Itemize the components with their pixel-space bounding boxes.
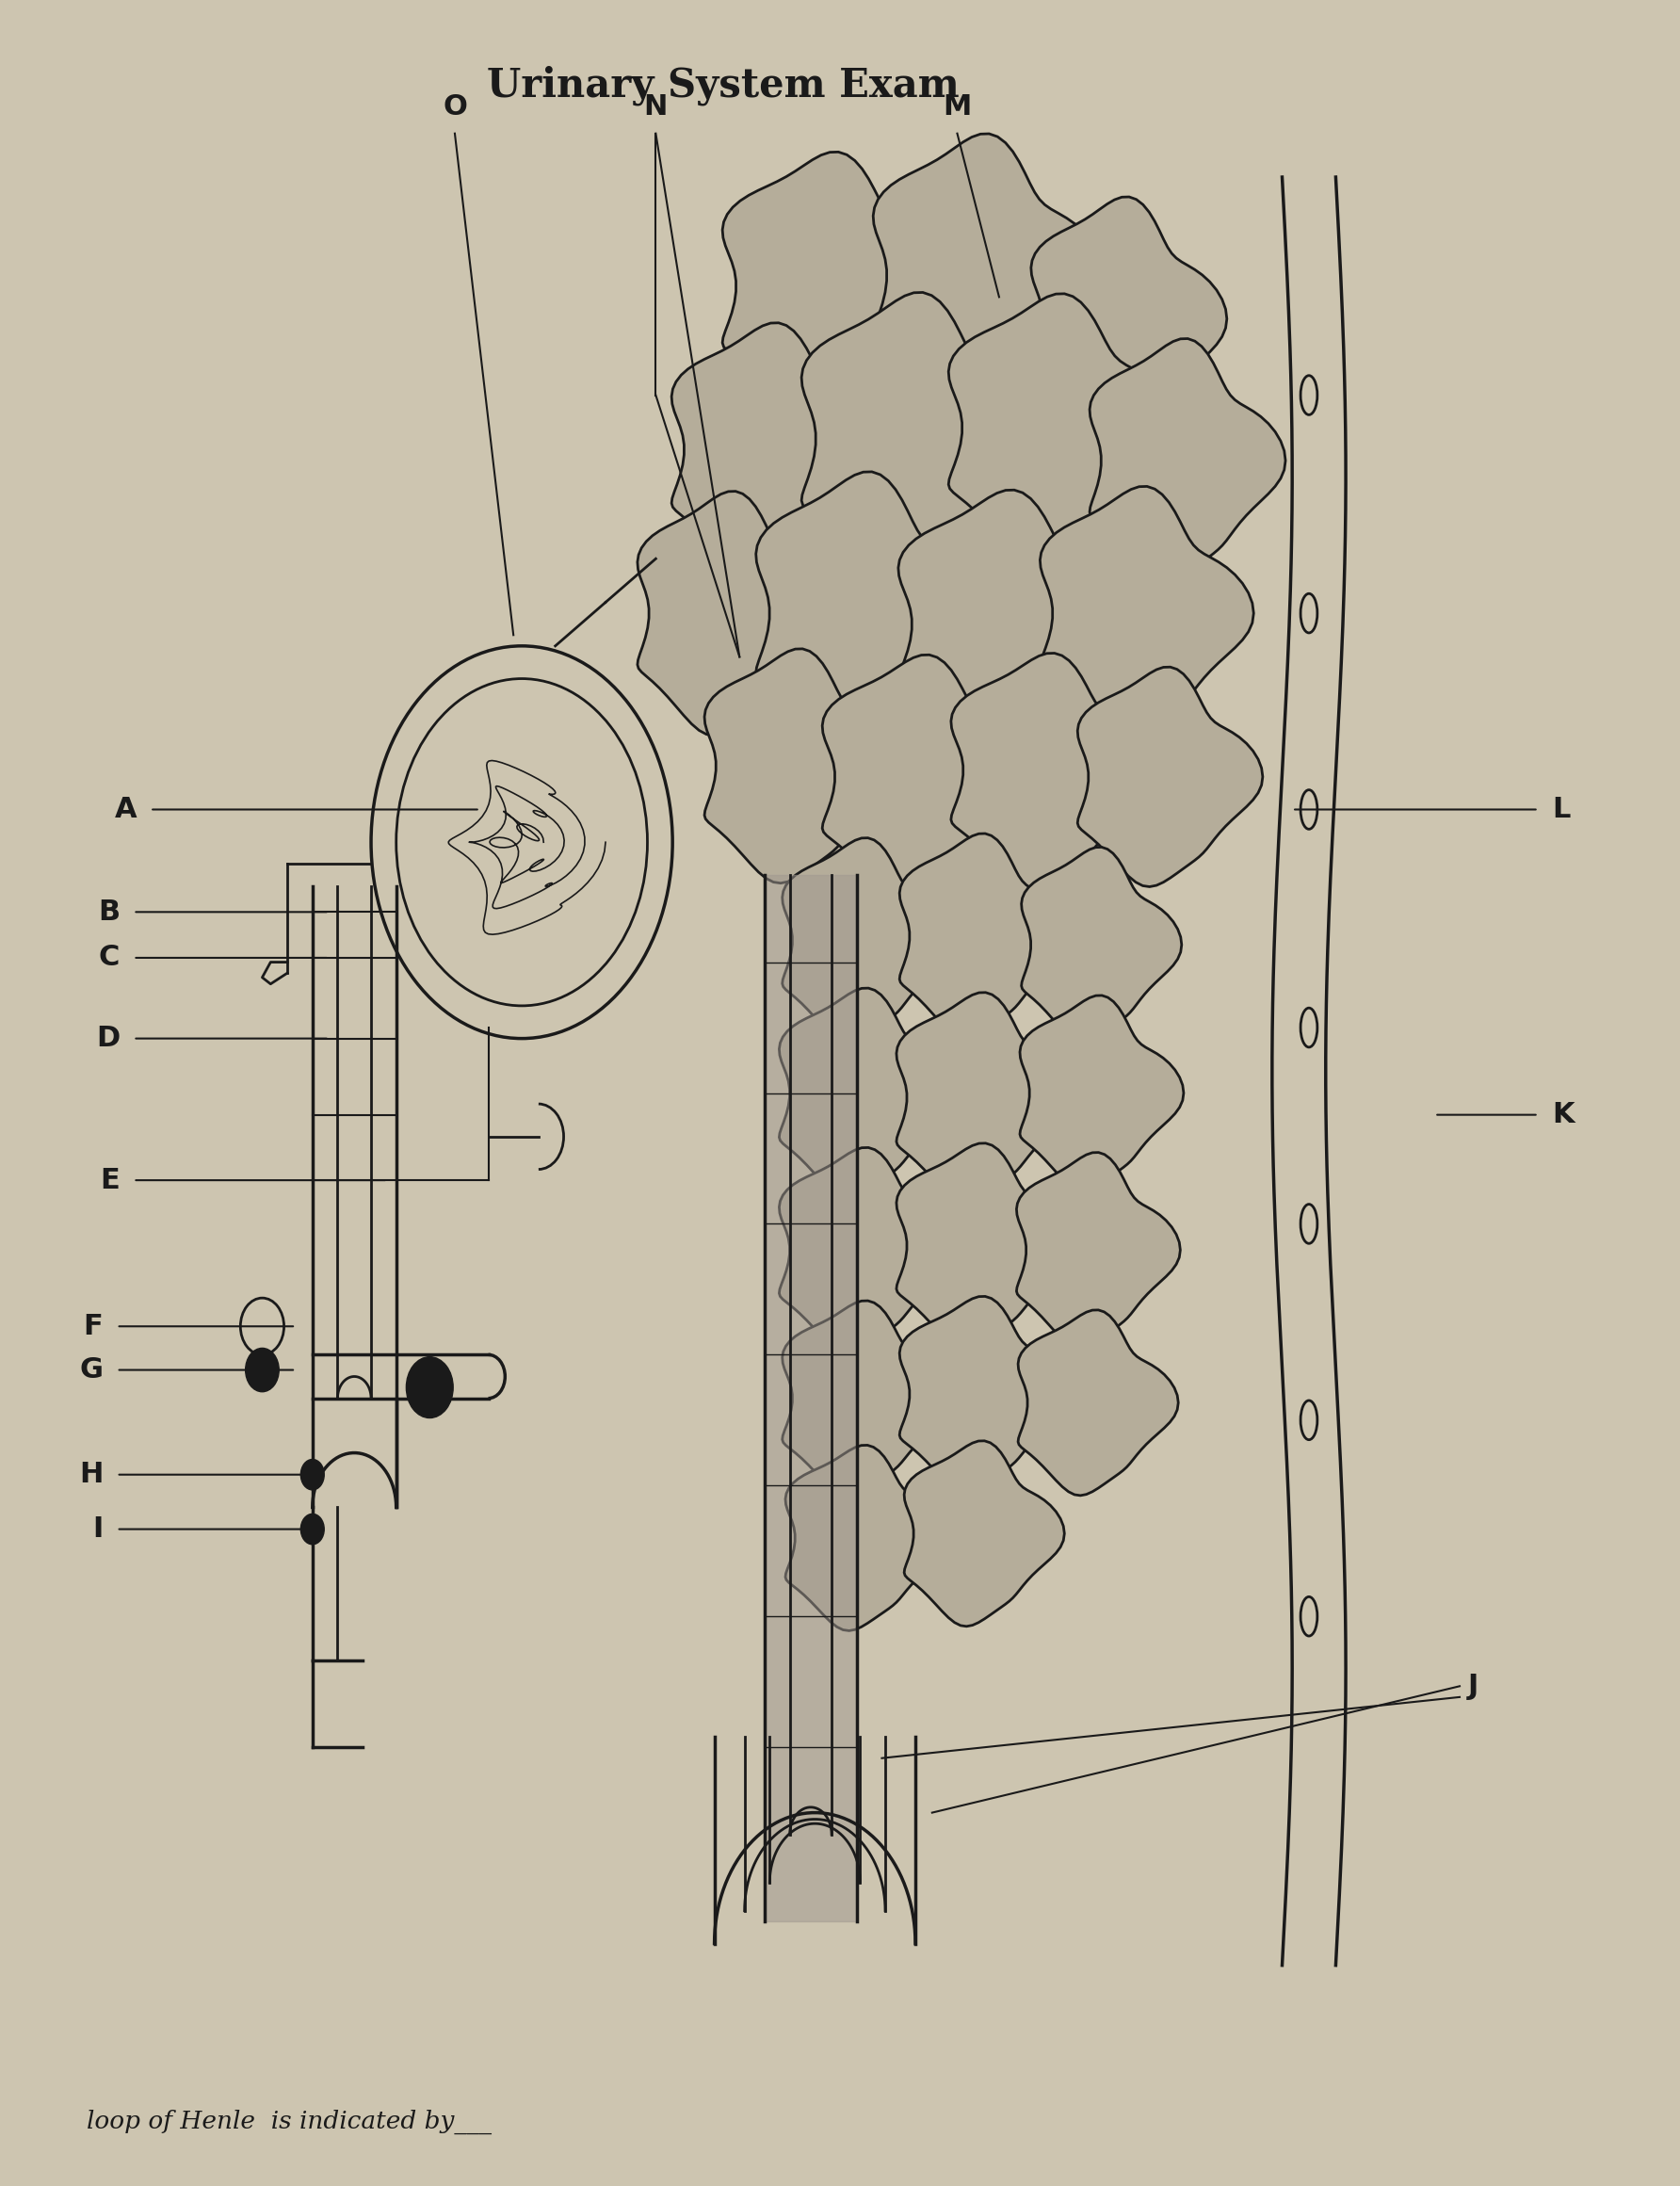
Ellipse shape — [1300, 1401, 1317, 1441]
Text: B: B — [97, 898, 119, 925]
Text: K: K — [1552, 1102, 1574, 1128]
Text: E: E — [101, 1167, 119, 1194]
Polygon shape — [899, 833, 1070, 1038]
Polygon shape — [722, 153, 954, 420]
Text: A: A — [114, 796, 136, 824]
Ellipse shape — [1300, 789, 1317, 828]
Ellipse shape — [1300, 1596, 1317, 1635]
Polygon shape — [783, 837, 953, 1043]
Polygon shape — [897, 1143, 1075, 1349]
Polygon shape — [785, 1445, 949, 1631]
Circle shape — [301, 1460, 324, 1491]
Polygon shape — [801, 293, 1043, 586]
Text: M: M — [942, 94, 971, 120]
Polygon shape — [783, 1301, 953, 1495]
Polygon shape — [672, 324, 885, 577]
Text: Urinary System Exam: Urinary System Exam — [487, 66, 959, 105]
Ellipse shape — [1300, 1008, 1317, 1047]
Polygon shape — [1040, 487, 1253, 741]
Text: J: J — [1468, 1672, 1478, 1701]
Polygon shape — [822, 656, 1037, 898]
Polygon shape — [637, 492, 833, 734]
Text: loop of Henle  is indicated by___: loop of Henle is indicated by___ — [86, 2109, 492, 2136]
Polygon shape — [874, 133, 1105, 418]
Polygon shape — [1032, 197, 1226, 442]
Polygon shape — [1020, 995, 1184, 1191]
Polygon shape — [904, 1441, 1065, 1626]
Text: O: O — [442, 94, 467, 120]
Polygon shape — [951, 654, 1158, 888]
Polygon shape — [780, 1148, 958, 1353]
Text: H: H — [79, 1460, 102, 1489]
Circle shape — [301, 1515, 324, 1546]
Polygon shape — [704, 649, 900, 883]
Polygon shape — [899, 1296, 1070, 1491]
Polygon shape — [1016, 1152, 1181, 1349]
Polygon shape — [1077, 667, 1263, 888]
Text: D: D — [96, 1025, 119, 1051]
Circle shape — [245, 1349, 279, 1392]
Polygon shape — [949, 293, 1179, 562]
Polygon shape — [1018, 1309, 1178, 1495]
Ellipse shape — [1300, 1204, 1317, 1244]
Text: I: I — [92, 1515, 102, 1543]
Polygon shape — [756, 472, 988, 754]
Ellipse shape — [1300, 376, 1317, 415]
Polygon shape — [1090, 339, 1285, 584]
Text: G: G — [79, 1355, 102, 1384]
Text: C: C — [99, 944, 119, 971]
Ellipse shape — [1300, 595, 1317, 634]
Text: N: N — [643, 94, 667, 120]
Text: F: F — [84, 1312, 102, 1340]
Text: L: L — [1552, 796, 1571, 824]
Polygon shape — [780, 988, 958, 1198]
Polygon shape — [899, 490, 1129, 759]
Circle shape — [407, 1358, 454, 1419]
Polygon shape — [897, 992, 1075, 1202]
Polygon shape — [1021, 848, 1181, 1043]
